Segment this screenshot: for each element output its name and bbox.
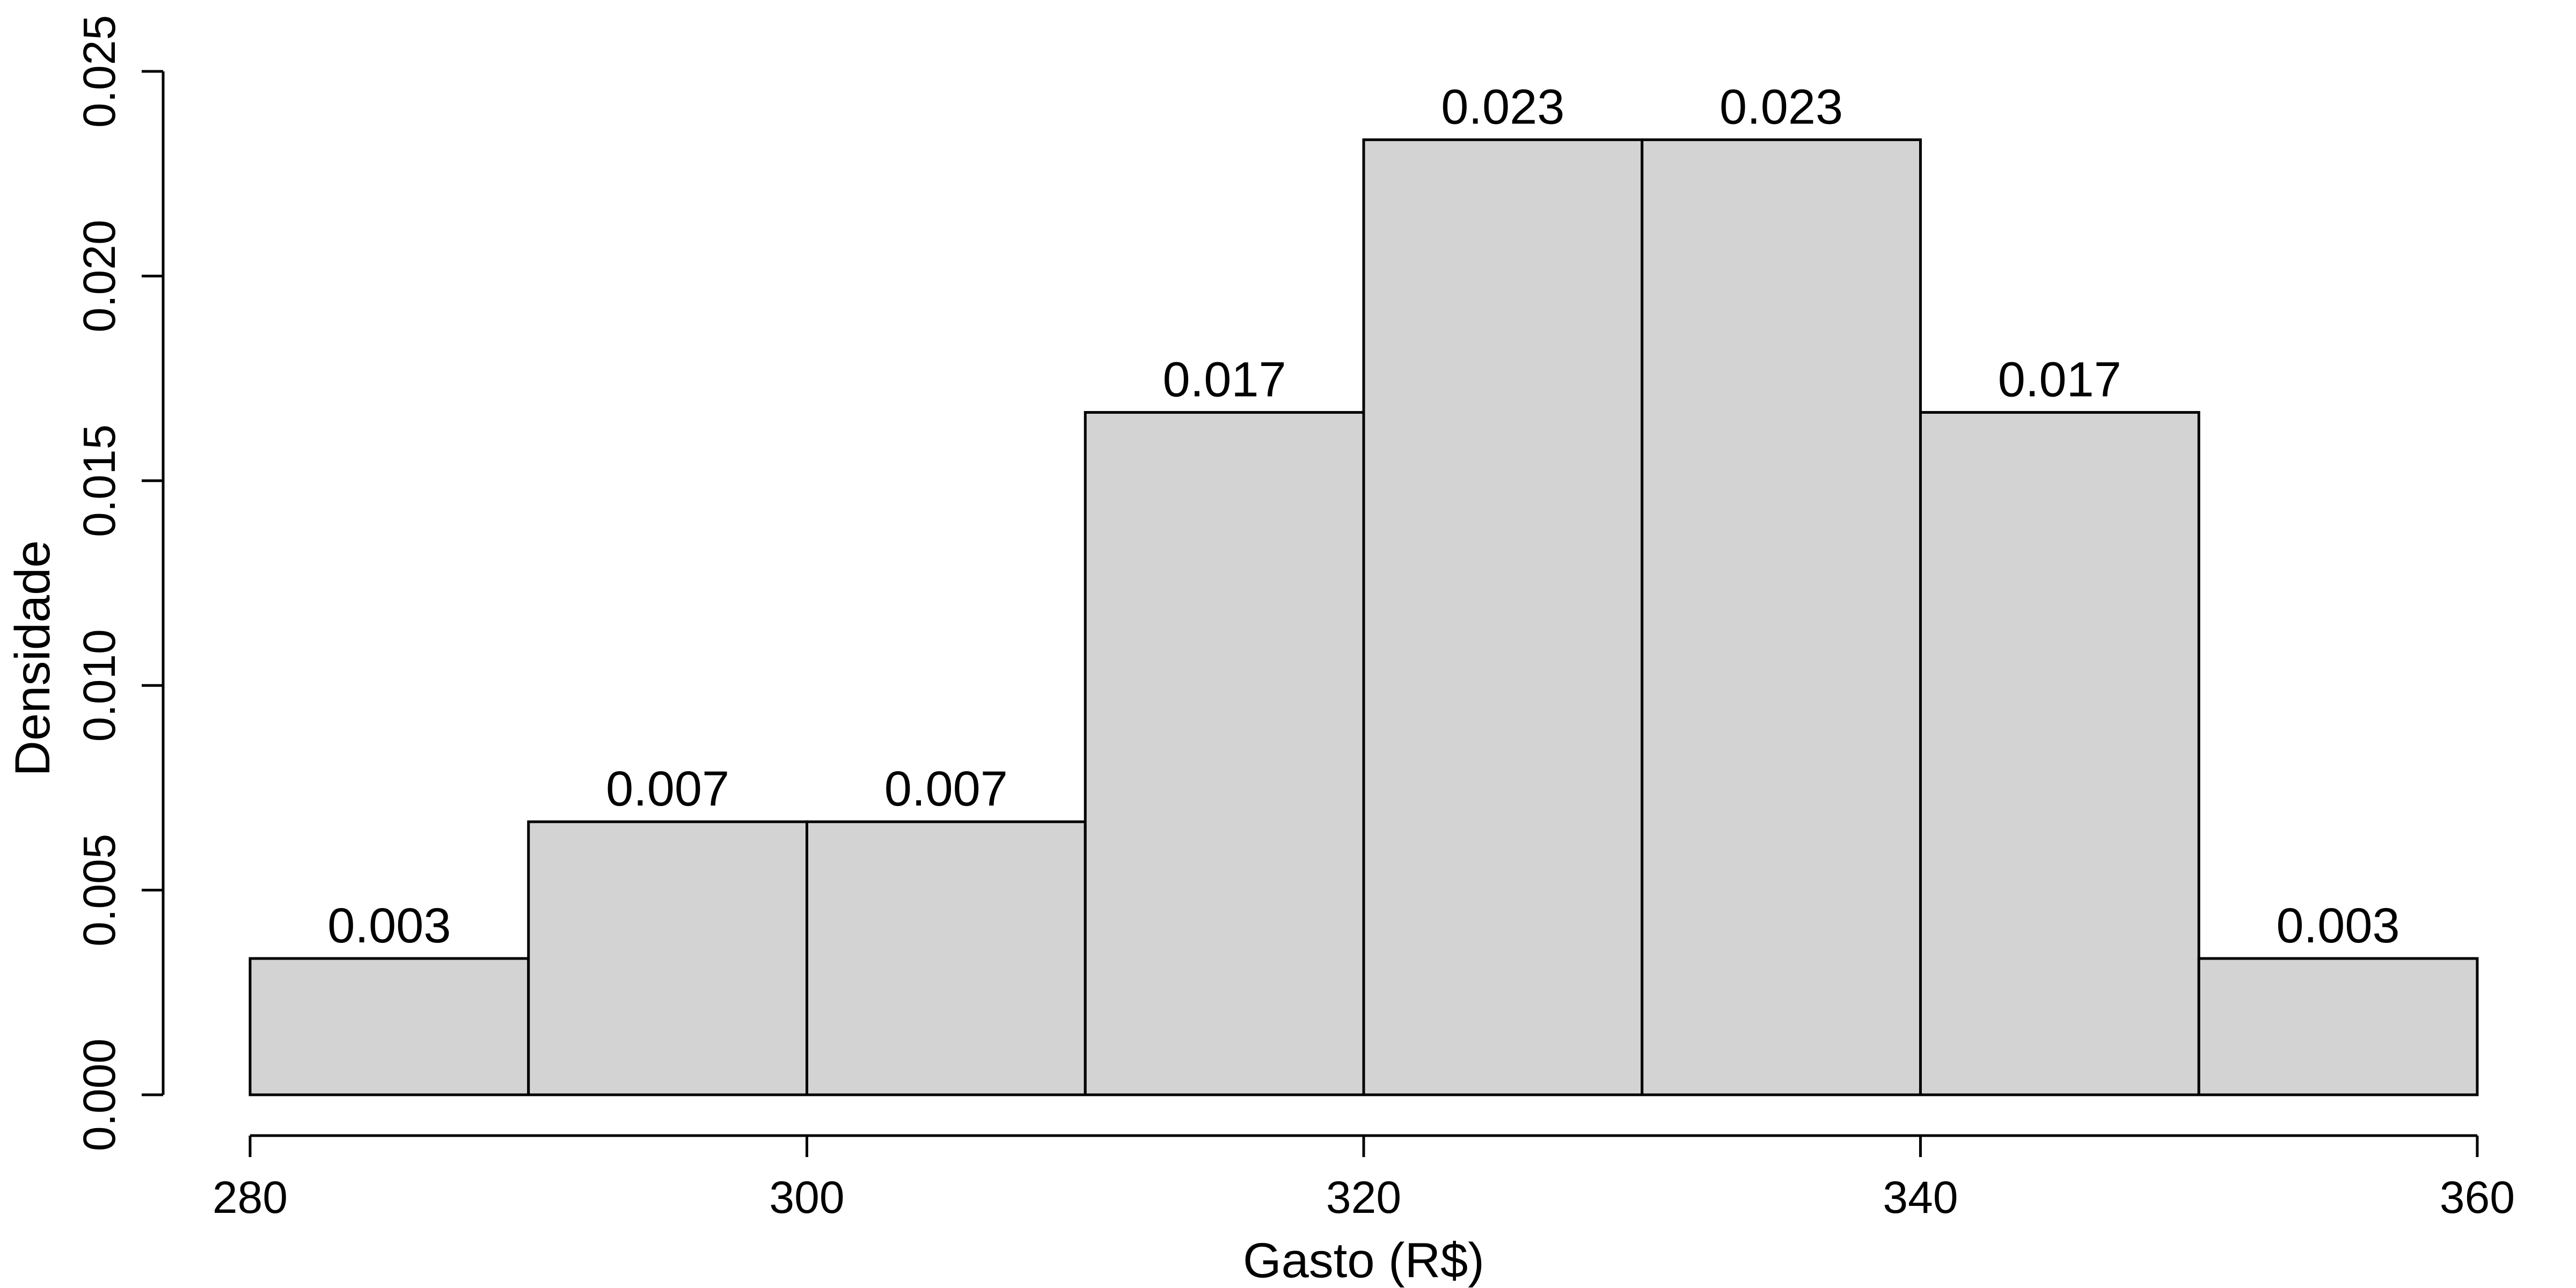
- y-axis-title: Densidade: [5, 540, 60, 777]
- x-tick-label: 280: [213, 1172, 288, 1223]
- bar-320-330: [1362, 138, 1644, 1096]
- bar-value-label: 0.023: [1719, 79, 1843, 134]
- x-axis: 280 300 320 340 360: [213, 1134, 2515, 1223]
- bar-330-340: [1641, 138, 1922, 1096]
- bars: [248, 138, 2479, 1096]
- bar-310-320: [1084, 411, 1365, 1096]
- bar-350-360: [2197, 957, 2479, 1096]
- bar-value-label: 0.017: [1163, 352, 1286, 407]
- x-tick-label: 360: [2440, 1172, 2515, 1223]
- x-tick-label: 300: [769, 1172, 844, 1223]
- bar-value-label: 0.017: [1998, 352, 2121, 407]
- y-tick-label: 0.025: [74, 15, 125, 128]
- bar-value-label: 0.023: [1441, 79, 1564, 134]
- bar-300-310: [806, 820, 1087, 1096]
- bar-280-290: [248, 957, 530, 1096]
- bar-value-labels: 0.003 0.007 0.007 0.017 0.023 0.023 0.017 0.003: [327, 79, 2399, 953]
- y-tick-label: 0.000: [74, 1038, 125, 1151]
- x-axis-title: Gasto (R$): [1243, 1233, 1484, 1288]
- bar-value-label: 0.007: [606, 762, 729, 816]
- y-axis: 0.000 0.005 0.010 0.015 0.020 0.025: [74, 15, 165, 1151]
- y-tick-label: 0.020: [74, 219, 125, 332]
- y-tick-label: 0.010: [74, 629, 125, 742]
- bar-290-300: [527, 820, 808, 1096]
- x-tick-label: 340: [1883, 1172, 1958, 1223]
- y-tick-label: 0.015: [74, 425, 125, 537]
- bar-340-350: [1919, 411, 2200, 1096]
- y-tick-label: 0.005: [74, 833, 125, 946]
- bar-value-label: 0.003: [327, 898, 451, 953]
- bar-value-label: 0.003: [2277, 898, 2400, 953]
- bar-value-label: 0.007: [884, 762, 1008, 816]
- x-tick-label: 320: [1326, 1172, 1401, 1223]
